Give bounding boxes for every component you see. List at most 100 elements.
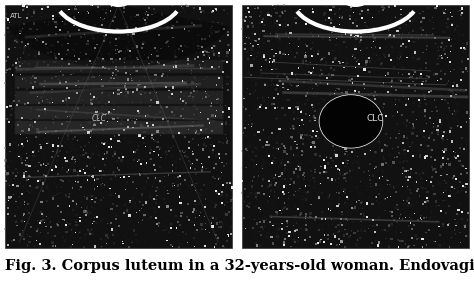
- Point: [7, 75, 15, 80]
- Point: [430, 124, 438, 128]
- Point: [243, 218, 250, 222]
- Point: [126, 213, 133, 218]
- Point: [423, 32, 430, 37]
- Point: [63, 21, 70, 25]
- Point: [312, 62, 320, 67]
- Point: [94, 5, 102, 9]
- Point: [259, 217, 266, 222]
- Point: [3, 117, 11, 121]
- Point: [302, 214, 310, 219]
- Point: [48, 225, 56, 230]
- Point: [182, 5, 190, 10]
- Point: [208, 65, 216, 69]
- Point: [307, 77, 314, 82]
- Point: [125, 61, 133, 66]
- Point: [60, 243, 67, 248]
- Point: [334, 143, 342, 148]
- Point: [285, 109, 292, 114]
- Point: [407, 161, 414, 166]
- Point: [100, 157, 107, 162]
- Point: [407, 191, 414, 195]
- Point: [97, 184, 105, 189]
- Point: [53, 123, 60, 127]
- Point: [417, 173, 424, 178]
- Point: [80, 100, 88, 104]
- Point: [462, 222, 469, 227]
- Point: [289, 159, 296, 164]
- Point: [224, 193, 231, 198]
- Point: [46, 79, 54, 84]
- Point: [328, 46, 335, 51]
- Point: [203, 58, 210, 63]
- Point: [27, 123, 34, 128]
- Point: [404, 177, 411, 182]
- Point: [314, 192, 322, 196]
- Point: [110, 98, 118, 102]
- Point: [412, 233, 419, 237]
- Point: [343, 115, 350, 119]
- Point: [88, 61, 95, 65]
- Point: [353, 72, 361, 77]
- Point: [296, 7, 304, 11]
- Point: [265, 194, 273, 198]
- Point: [457, 121, 465, 125]
- Point: [307, 232, 315, 236]
- Point: [55, 116, 62, 120]
- Point: [4, 197, 12, 201]
- Point: [189, 149, 197, 154]
- Point: [336, 229, 343, 233]
- Point: [261, 215, 269, 220]
- Point: [439, 112, 447, 117]
- Point: [39, 40, 47, 44]
- Point: [224, 193, 231, 197]
- Point: [4, 205, 11, 210]
- Point: [255, 197, 263, 201]
- Point: [338, 16, 346, 21]
- Point: [155, 118, 162, 123]
- Point: [69, 105, 76, 110]
- Point: [24, 188, 32, 193]
- Point: [161, 160, 169, 164]
- Point: [249, 20, 257, 24]
- Point: [418, 217, 425, 222]
- Point: [315, 227, 323, 232]
- Point: [248, 122, 255, 126]
- Point: [344, 232, 351, 236]
- Point: [16, 232, 24, 237]
- Point: [243, 82, 250, 87]
- Point: [391, 14, 398, 19]
- Point: [314, 45, 321, 50]
- Point: [293, 84, 301, 88]
- Point: [391, 65, 398, 69]
- Point: [211, 77, 219, 81]
- Point: [15, 205, 22, 209]
- Point: [247, 46, 255, 51]
- Point: [129, 90, 137, 94]
- Point: [16, 154, 23, 158]
- Point: [13, 30, 20, 35]
- Point: [77, 216, 84, 220]
- Point: [66, 58, 73, 63]
- Point: [162, 104, 169, 109]
- Point: [145, 177, 152, 181]
- Point: [17, 74, 25, 78]
- Point: [50, 191, 57, 196]
- Point: [349, 21, 357, 26]
- Point: [8, 229, 16, 234]
- Point: [329, 34, 337, 39]
- Point: [213, 82, 220, 87]
- Point: [456, 9, 464, 13]
- Point: [363, 42, 370, 46]
- Point: [280, 238, 288, 243]
- Point: [303, 92, 311, 96]
- Point: [419, 170, 427, 175]
- Point: [351, 131, 359, 135]
- Point: [145, 63, 153, 68]
- Point: [137, 3, 145, 8]
- Point: [384, 229, 392, 234]
- Point: [175, 47, 182, 51]
- Point: [181, 24, 189, 28]
- Point: [59, 179, 67, 184]
- Point: [422, 177, 429, 181]
- Point: [193, 96, 201, 101]
